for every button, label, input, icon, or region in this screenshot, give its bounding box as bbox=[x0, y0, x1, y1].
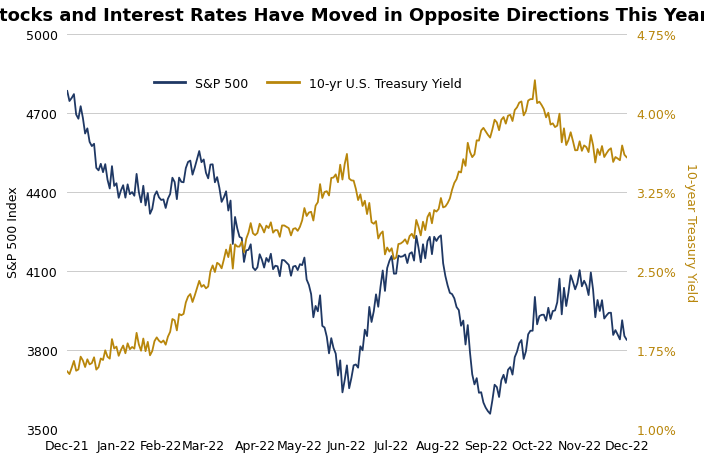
Title: Stocks and Interest Rates Have Moved in Opposite Directions This Year: Stocks and Interest Rates Have Moved in … bbox=[0, 7, 704, 25]
Y-axis label: S&P 500 Index: S&P 500 Index bbox=[7, 186, 20, 278]
Y-axis label: 10-year Treasury Yield: 10-year Treasury Yield bbox=[684, 162, 697, 302]
Legend: S&P 500, 10-yr U.S. Treasury Yield: S&P 500, 10-yr U.S. Treasury Yield bbox=[149, 73, 466, 95]
